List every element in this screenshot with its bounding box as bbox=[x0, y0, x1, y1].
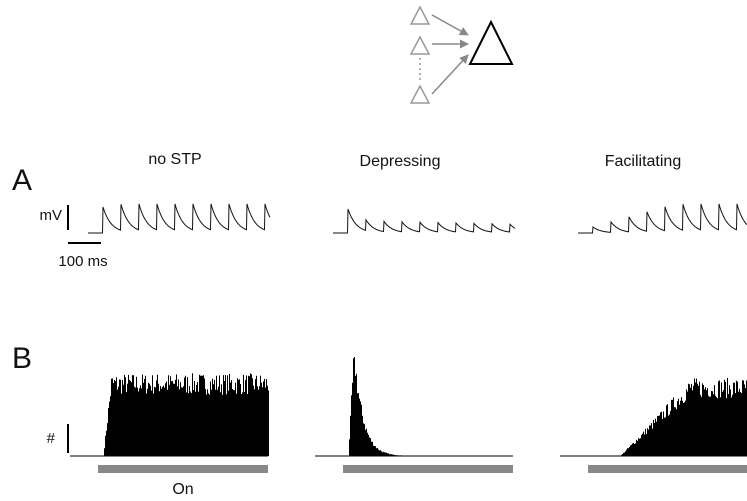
scale-label: 100 ms bbox=[58, 253, 107, 270]
postsynaptic-neuron bbox=[468, 19, 514, 65]
panel-label: B bbox=[12, 342, 32, 375]
scale-label: # bbox=[47, 430, 56, 447]
arrow bbox=[431, 54, 469, 95]
voltage-trace bbox=[333, 208, 516, 234]
stimulus-bar bbox=[588, 465, 747, 473]
spike-histogram bbox=[580, 377, 747, 456]
presynaptic-neuron bbox=[409, 84, 431, 104]
presynaptic-neuron bbox=[409, 5, 431, 25]
column-title: Depressing bbox=[360, 153, 441, 170]
column-title: Facilitating bbox=[605, 153, 681, 170]
voltage-trace bbox=[88, 203, 271, 234]
voltage-trace bbox=[578, 203, 747, 234]
arrow bbox=[431, 14, 469, 36]
panel-label: A bbox=[12, 164, 32, 197]
stimulus-bar bbox=[343, 465, 513, 473]
stimulus-label: On bbox=[172, 481, 193, 498]
stimulus-bar bbox=[98, 465, 268, 473]
network-diagram bbox=[409, 5, 514, 104]
scale-label: mV bbox=[40, 207, 63, 224]
spike-histogram bbox=[90, 373, 269, 456]
presynaptic-neuron bbox=[409, 35, 431, 55]
column-title: no STP bbox=[148, 151, 201, 168]
spike-histogram bbox=[335, 357, 514, 456]
